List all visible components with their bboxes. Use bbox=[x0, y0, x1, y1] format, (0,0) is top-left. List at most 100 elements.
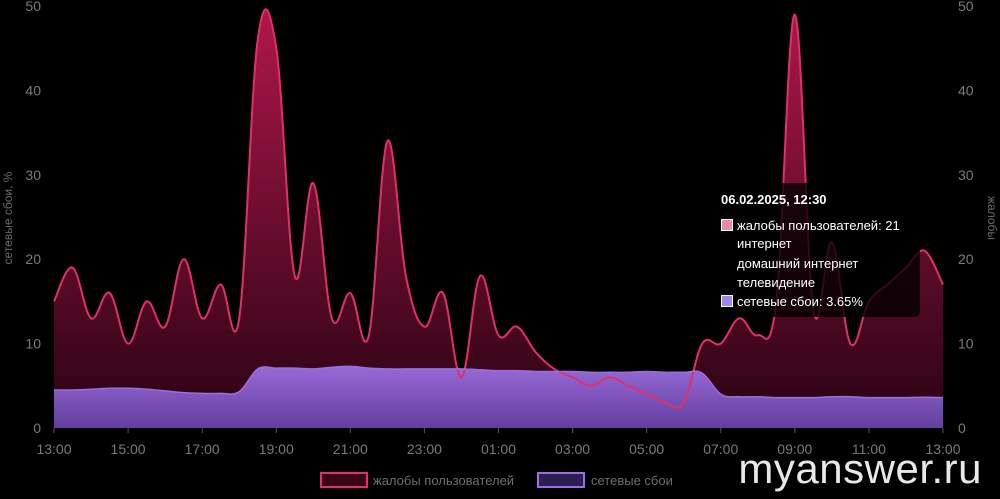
data-point-failures[interactable] bbox=[422, 367, 426, 371]
data-point-failures[interactable] bbox=[848, 395, 852, 399]
data-point-failures[interactable] bbox=[200, 391, 204, 395]
data-point-failures[interactable] bbox=[885, 396, 889, 400]
data-point-failures[interactable] bbox=[145, 387, 149, 391]
data-point-failures[interactable] bbox=[830, 395, 834, 399]
data-point-complaints[interactable] bbox=[52, 299, 56, 303]
data-point-failures[interactable] bbox=[126, 386, 130, 390]
data-point-failures[interactable] bbox=[385, 367, 389, 371]
data-point-complaints[interactable] bbox=[293, 274, 297, 278]
data-point-failures[interactable] bbox=[645, 370, 649, 374]
data-point-failures[interactable] bbox=[237, 390, 241, 394]
data-point-failures[interactable] bbox=[700, 371, 704, 375]
data-point-failures[interactable] bbox=[515, 369, 519, 373]
data-point-failures[interactable] bbox=[923, 395, 927, 399]
data-point-complaints[interactable] bbox=[626, 384, 630, 388]
data-point-failures[interactable] bbox=[774, 396, 778, 400]
data-point-complaints[interactable] bbox=[274, 46, 278, 50]
data-point-complaints[interactable] bbox=[108, 291, 112, 295]
data-point-complaints[interactable] bbox=[478, 274, 482, 278]
data-point-failures[interactable] bbox=[256, 367, 260, 371]
data-point-complaints[interactable] bbox=[923, 249, 927, 253]
data-point-complaints[interactable] bbox=[256, 38, 260, 42]
data-point-complaints[interactable] bbox=[422, 325, 426, 329]
data-point-failures[interactable] bbox=[867, 396, 871, 400]
data-point-failures[interactable] bbox=[719, 392, 723, 396]
data-point-complaints[interactable] bbox=[460, 375, 464, 379]
data-point-failures[interactable] bbox=[626, 370, 630, 374]
data-point-failures[interactable] bbox=[89, 387, 93, 391]
series-line-failures[interactable] bbox=[53, 365, 944, 399]
data-point-complaints[interactable] bbox=[367, 333, 371, 337]
data-point-complaints[interactable] bbox=[89, 316, 93, 320]
data-point-failures[interactable] bbox=[608, 370, 612, 374]
data-point-complaints[interactable] bbox=[608, 375, 612, 379]
data-point-failures[interactable] bbox=[460, 367, 464, 371]
data-point-failures[interactable] bbox=[756, 395, 760, 399]
data-point-failures[interactable] bbox=[478, 368, 482, 372]
data-point-failures[interactable] bbox=[330, 365, 334, 369]
data-point-complaints[interactable] bbox=[497, 333, 501, 337]
data-point-failures[interactable] bbox=[737, 395, 741, 399]
data-point-failures[interactable] bbox=[404, 367, 408, 371]
data-point-complaints[interactable] bbox=[441, 291, 445, 295]
data-point-complaints[interactable] bbox=[145, 299, 149, 303]
data-point-complaints[interactable] bbox=[571, 375, 575, 379]
data-point-complaints[interactable] bbox=[645, 392, 649, 396]
data-point-failures[interactable] bbox=[571, 370, 575, 374]
data-point-failures[interactable] bbox=[108, 386, 112, 390]
data-point-failures[interactable] bbox=[497, 369, 501, 373]
data-point-failures[interactable] bbox=[163, 389, 167, 393]
data-point-complaints[interactable] bbox=[515, 325, 519, 329]
data-point-failures[interactable] bbox=[367, 366, 371, 370]
data-point-complaints[interactable] bbox=[534, 350, 538, 354]
data-point-complaints[interactable] bbox=[793, 12, 797, 16]
data-point-complaints[interactable] bbox=[348, 291, 352, 295]
data-point-complaints[interactable] bbox=[126, 342, 130, 346]
data-point-failures[interactable] bbox=[552, 370, 556, 374]
data-point-complaints[interactable] bbox=[404, 274, 408, 278]
data-point-failures[interactable] bbox=[219, 391, 223, 395]
data-point-complaints[interactable] bbox=[71, 266, 75, 270]
y-tick-label-right: 40 bbox=[958, 82, 974, 98]
legend-item-failures[interactable]: сетевые сбои bbox=[537, 472, 673, 488]
data-point-complaints[interactable] bbox=[219, 283, 223, 287]
data-point-complaints[interactable] bbox=[663, 401, 667, 405]
data-point-complaints[interactable] bbox=[237, 316, 241, 320]
data-point-complaints[interactable] bbox=[719, 342, 723, 346]
series-lines bbox=[52, 8, 945, 409]
data-point-complaints[interactable] bbox=[700, 342, 704, 346]
data-point-complaints[interactable] bbox=[163, 325, 167, 329]
data-point-failures[interactable] bbox=[71, 388, 75, 392]
x-tick-label: 21:00 bbox=[333, 441, 368, 457]
data-point-complaints[interactable] bbox=[182, 257, 186, 261]
y-tick-label-left: 10 bbox=[25, 336, 41, 352]
data-point-failures[interactable] bbox=[52, 388, 56, 392]
data-point-complaints[interactable] bbox=[848, 342, 852, 346]
data-point-failures[interactable] bbox=[904, 396, 908, 400]
data-point-complaints[interactable] bbox=[756, 333, 760, 337]
data-point-complaints[interactable] bbox=[385, 139, 389, 143]
data-point-failures[interactable] bbox=[348, 364, 352, 368]
data-point-failures[interactable] bbox=[182, 391, 186, 395]
series-line-complaints[interactable] bbox=[53, 8, 944, 409]
tooltip-sub-internet: интернет bbox=[737, 236, 792, 251]
legend-item-complaints[interactable]: жалобы пользователей bbox=[320, 472, 514, 488]
data-point-failures[interactable] bbox=[293, 366, 297, 370]
data-point-failures[interactable] bbox=[811, 396, 815, 400]
data-point-failures[interactable] bbox=[589, 370, 593, 374]
data-point-failures[interactable] bbox=[793, 396, 797, 400]
data-point-complaints[interactable] bbox=[330, 316, 334, 320]
data-point-failures[interactable] bbox=[311, 367, 315, 371]
data-point-complaints[interactable] bbox=[589, 384, 593, 388]
data-point-failures[interactable] bbox=[441, 367, 445, 371]
data-point-complaints[interactable] bbox=[682, 401, 686, 405]
data-point-complaints[interactable] bbox=[200, 316, 204, 320]
y-tick-label-left: 50 bbox=[25, 0, 41, 14]
data-point-complaints[interactable] bbox=[941, 283, 945, 287]
data-point-failures[interactable] bbox=[941, 396, 945, 400]
data-point-failures[interactable] bbox=[534, 370, 538, 374]
data-point-complaints[interactable] bbox=[311, 181, 315, 185]
data-point-failures[interactable] bbox=[274, 366, 278, 370]
data-point-failures[interactable] bbox=[663, 370, 667, 374]
data-point-failures[interactable] bbox=[682, 370, 686, 374]
